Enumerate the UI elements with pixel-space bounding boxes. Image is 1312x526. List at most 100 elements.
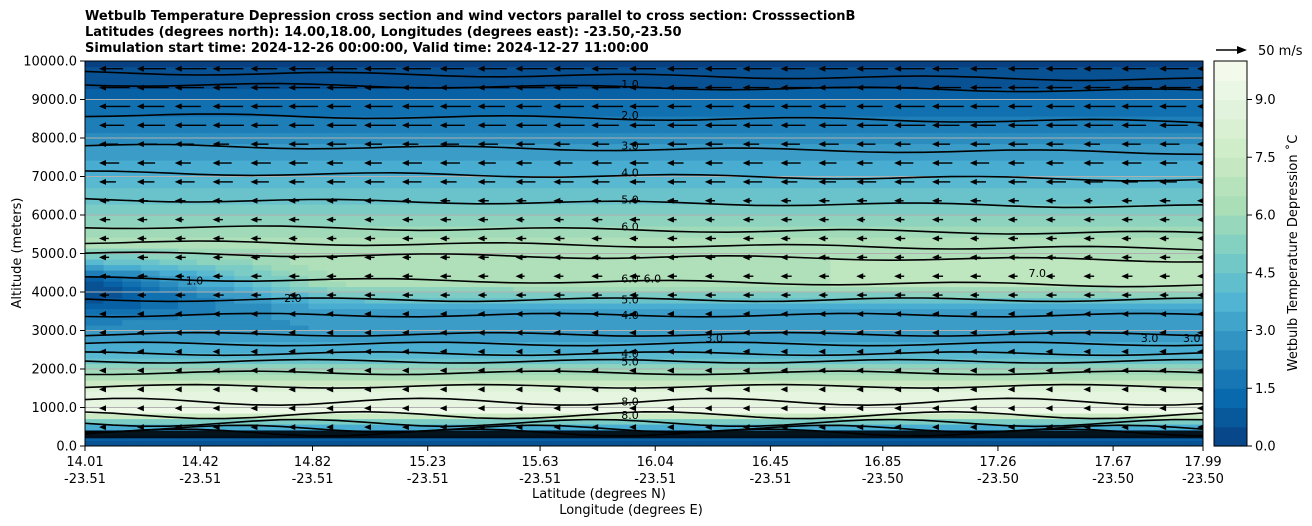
field-cell [867,286,887,293]
field-cell [793,286,813,293]
field-cell [1147,242,1167,249]
field-cell [308,154,328,161]
wind-vector-head [212,84,220,91]
field-cell [904,226,925,233]
field-cell [196,165,216,172]
wind-vector-head [477,160,485,167]
field-cell [457,391,477,398]
field-cell [699,88,720,95]
wind-vector-head [666,216,674,223]
field-cell [532,440,552,446]
field-cell [1091,418,1111,425]
field-cell [420,77,440,84]
field-cell [606,407,626,414]
field-cell [476,66,496,73]
field-cell [811,237,831,244]
field-cell [979,385,999,392]
field-cell [569,231,589,238]
wind-vector-head [136,292,144,299]
wind-vector-head [894,160,902,167]
field-cell [290,61,310,68]
field-cell [85,308,105,315]
field-cell [1053,374,1074,381]
field-cell [457,99,477,106]
field-cell [1184,440,1203,446]
field-cell [1165,303,1185,310]
wind-vector-head [288,273,296,280]
field-cell [345,440,366,446]
field-cell [699,363,720,370]
field-cell [420,336,440,343]
wind-vector-head [1007,216,1015,223]
field-cell [886,72,906,79]
wind-vector-head [969,178,977,185]
field-cell [234,127,254,134]
field-cell [569,143,589,150]
field-cell [699,94,720,101]
field-cell [662,281,682,288]
field-cell [1035,132,1055,139]
wind-vector-head [780,254,788,261]
field-cell [662,204,682,211]
field-cell [923,99,943,106]
field-cell [532,292,552,299]
field-cell [904,347,925,354]
field-cell [1184,352,1203,359]
field-cell [476,99,496,106]
field-cell [494,413,515,420]
field-cell [532,336,552,343]
wind-vector-head [856,273,864,280]
field-cell [867,110,887,117]
wind-vector-head [780,273,788,280]
field-cell [271,336,291,343]
field-cell [588,77,608,84]
field-cell [550,61,570,68]
field-cell [234,231,254,238]
field-cell [457,231,477,238]
wind-vector-head [174,84,182,91]
field-cell [1147,347,1167,354]
field-cell [681,143,701,150]
field-cell [178,127,198,134]
field-cell [383,259,403,266]
field-cell [755,83,775,90]
field-cell [662,226,682,233]
field-cell [718,66,738,73]
field-cell [1053,264,1074,271]
field-cell [494,182,515,189]
field-cell [103,116,123,123]
field-cell [644,237,664,244]
field-cell [494,72,515,79]
field-cell [942,440,962,446]
field-cell [960,88,980,95]
field-cell [737,358,757,365]
field-cell [1165,418,1185,425]
field-cell [1128,325,1148,332]
field-cell [85,99,105,106]
wind-vector-head [212,216,220,223]
contour-line [85,351,1203,357]
field-cell [1053,226,1074,233]
field-cell [849,77,869,84]
field-cell [904,121,925,128]
field-cell [271,358,291,365]
field-cell [681,94,701,101]
field-cell [644,220,664,227]
field-cell [85,61,105,68]
field-cell [1091,253,1111,260]
field-cell [513,149,533,156]
wind-vector-head [704,84,712,91]
field-cell [271,407,291,414]
field-cell [1016,215,1036,222]
field-cell [1109,336,1129,343]
field-cell [532,220,552,227]
field-cell [755,418,775,425]
field-cell [439,127,459,134]
field-cell [178,292,198,299]
field-cell [699,72,720,79]
field-cell [904,264,925,271]
wind-vector-head [666,273,674,280]
field-cell [1128,440,1148,446]
field-cell [588,193,608,200]
field-cell [681,160,701,167]
